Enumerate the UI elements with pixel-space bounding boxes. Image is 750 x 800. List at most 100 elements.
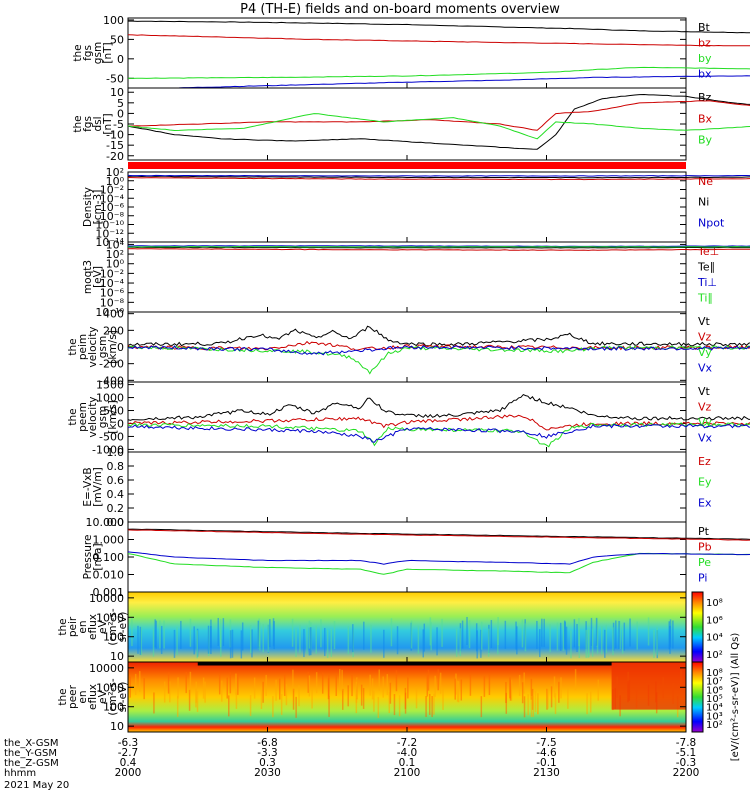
density-ytick-label: 10⁻¹² — [95, 227, 124, 240]
density-ytick-label: 10⁻⁸ — [100, 210, 125, 223]
peem_velocity-legend-2: Vy — [698, 416, 712, 429]
pressure-series-1 — [127, 529, 750, 541]
peim_velocity-series-0 — [127, 325, 750, 347]
pressure-frame — [127, 521, 687, 593]
temperature-ytick-label: 10⁻¹⁰ — [95, 306, 124, 319]
xaxis-value: -0.3 — [676, 757, 697, 769]
xaxis-value: -2.7 — [118, 747, 139, 759]
e_field-ytick-label: 0.4 — [107, 488, 125, 501]
fgs_dsl-ytick-label: 5 — [117, 97, 124, 110]
panel-e_field: 1.00.80.60.40.20.0E=-VxB[mV/m] Ez Ey Ex — [82, 446, 712, 529]
peer_eflux-ytick-label: 100 — [103, 701, 124, 714]
peem_velocity-series-2 — [127, 422, 750, 448]
xaxis-value: -4.6 — [536, 747, 557, 759]
fgs_dsl-legend-1: Bx — [698, 112, 713, 125]
xaxis-value: -6.3 — [118, 737, 139, 749]
fgs_gsm-ytick-label: -50 — [106, 72, 124, 85]
e_field-ytick-label: 0.6 — [107, 474, 125, 487]
fgs_gsm-legend-2: by — [698, 52, 712, 65]
xaxis-value: 2130 — [533, 767, 560, 779]
pressure-series-3 — [127, 551, 750, 565]
temperature-frame — [127, 241, 687, 313]
peer_eflux-ytick-label: 10000 — [89, 662, 124, 675]
cbar2-tick: 10⁷ — [706, 677, 723, 688]
e_field-frame — [127, 451, 687, 523]
peem_velocity-ytick-label: -1000 — [92, 443, 124, 456]
xaxis-value: 0.3 — [259, 757, 276, 769]
cbar2-tick: 10⁶ — [706, 685, 723, 696]
density-ytick-label: 10² — [106, 166, 124, 179]
xaxis-row-label: hhmm — [4, 768, 36, 779]
temperature-ytick-label: 10⁻⁸ — [100, 296, 125, 309]
temperature-series-0 — [127, 248, 750, 251]
cbar1-bar — [691, 591, 704, 663]
cbar2-tick: 10⁸ — [706, 668, 723, 679]
peer_eflux-spectrogram — [128, 662, 686, 732]
pressure-series-2 — [127, 552, 750, 575]
fgs_dsl-ylabel: thefgsdsl[nT] — [72, 113, 114, 134]
fgs_dsl-legend-2: By — [698, 134, 713, 147]
pressure-ytick-label: 0.010 — [93, 569, 125, 582]
fgs_dsl-ytick-label: -10 — [106, 129, 124, 142]
xaxis-row-label: the_Y-GSM — [4, 748, 57, 759]
peem_velocity-frame — [127, 381, 687, 453]
peim_velocity-legend-1: Vz — [698, 331, 712, 344]
fgs_dsl-ytick-label: -5 — [113, 118, 124, 131]
fgs_dsl-ytick-label: -15 — [106, 139, 124, 152]
pressure-legend-2: Pe — [698, 556, 711, 569]
pressure-legend-3: Pi — [698, 572, 707, 585]
peim_velocity-ytick-label: -200 — [99, 358, 124, 371]
cbar2-tick: 10² — [706, 720, 723, 731]
temperature-ytick-label: 10⁻⁴ — [100, 277, 125, 290]
x-axis-labels: the_X-GSM -6.3 -6.8 -7.2 -7.5 -7.8 the_Y-GSM -2… — [4, 737, 699, 791]
pressure-ylabel: Pressure[nPa] — [82, 535, 104, 580]
density-ytick-label: 10⁻⁶ — [100, 201, 125, 214]
xaxis-value: -7.8 — [676, 737, 697, 749]
xaxis-row-label: the_X-GSM — [4, 738, 58, 749]
xaxis-value: 2030 — [254, 767, 281, 779]
cbar1-tick: 10⁸ — [706, 598, 723, 609]
fgs_gsm-legend-3: bx — [698, 68, 712, 81]
peim_velocity-ytick-label: -400 — [99, 374, 124, 387]
cbar2-tick: 10⁴ — [706, 703, 723, 714]
density-ytick-label: 10⁻¹⁰ — [95, 219, 124, 232]
xaxis-value: 0.4 — [120, 757, 137, 769]
panel-fgs_gsm: 100 50 0 -50 thefgsgsm[nT] Bt bz by bx — [72, 14, 750, 89]
temperature-legend-3: Ti∥ — [697, 292, 713, 305]
peim_velocity-ytick-label: 0 — [117, 341, 124, 354]
peem_velocity-series-3 — [127, 423, 750, 443]
density-legend-2: Npot — [698, 216, 725, 229]
e_field-legend-2: Ex — [698, 496, 712, 509]
peir_eflux-ylabel: thepeirenefluxeV(cm²-s-sr-eV) — [57, 608, 129, 646]
peem_velocity-ytick-label: 500 — [103, 405, 124, 418]
e_field-legend-1: Ey — [698, 476, 712, 489]
fgs_gsm-ytick-label: 100 — [103, 14, 124, 27]
e_field-legend-0: Ez — [698, 455, 711, 468]
fgs_gsm-ylabel: thefgsgsm[nT] — [72, 42, 114, 64]
fgs_dsl-ytick-label: 10 — [110, 86, 124, 99]
cbar1-tick: 10⁴ — [706, 633, 723, 644]
peir_eflux-ytick-label: 10 — [110, 650, 124, 663]
pressure-ytick-label: 0.001 — [93, 586, 125, 599]
fgs_gsm-legend-0: Bt — [698, 21, 711, 34]
date-label: 2021 May 20 — [4, 780, 69, 791]
density-series-1 — [127, 175, 750, 179]
fgs_dsl-series-1 — [128, 100, 750, 131]
peir_eflux-ytick-label: 100 — [103, 631, 124, 644]
peim_velocity-legend-2: Vy — [698, 346, 712, 359]
fgs_gsm-series-3 — [128, 75, 750, 89]
density-ytick-label: 10⁻² — [100, 184, 124, 197]
pressure-legend-1: Pb — [698, 541, 712, 554]
cbar1-tick: 10⁶ — [706, 615, 723, 626]
xaxis-value: 2200 — [673, 767, 700, 779]
colorbar-label: [eV/(cm²-s-sr-eV)] (All Qs) — [730, 633, 741, 762]
fgs_gsm-series-0 — [128, 20, 750, 34]
density-legend-0: Ne — [698, 175, 713, 188]
fgs_gsm-ytick-label: 0 — [117, 53, 124, 66]
fgs_gsm-series-1 — [127, 34, 750, 47]
pressure-ytick-label: 1.000 — [93, 534, 125, 547]
temperature-legend-0: Te⊥ — [697, 245, 719, 258]
